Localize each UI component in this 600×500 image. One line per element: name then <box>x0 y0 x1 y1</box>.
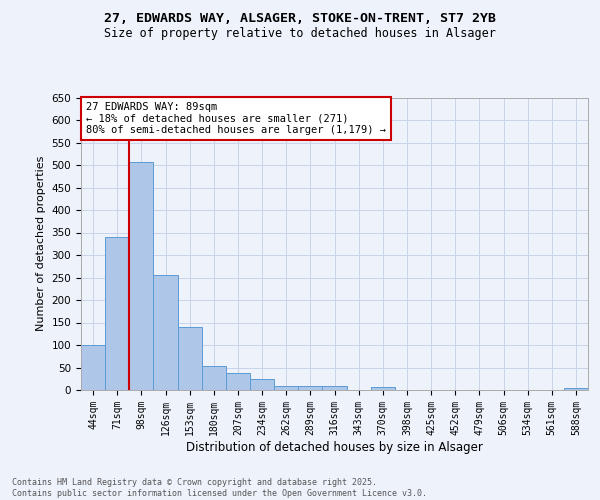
Bar <box>178 327 202 390</box>
Text: 27 EDWARDS WAY: 89sqm
← 18% of detached houses are smaller (271)
80% of semi-det: 27 EDWARDS WAY: 89sqm ← 18% of detached … <box>86 102 386 135</box>
Bar <box>298 386 322 390</box>
Text: Size of property relative to detached houses in Alsager: Size of property relative to detached ho… <box>104 28 496 40</box>
Y-axis label: Number of detached properties: Number of detached properties <box>36 156 46 332</box>
Bar <box>250 379 274 390</box>
Bar <box>105 237 129 390</box>
Bar <box>371 388 395 390</box>
Bar <box>322 386 347 390</box>
Bar <box>129 162 154 390</box>
Bar <box>202 366 226 390</box>
Bar <box>564 388 588 390</box>
Bar <box>274 386 298 390</box>
Text: Contains HM Land Registry data © Crown copyright and database right 2025.
Contai: Contains HM Land Registry data © Crown c… <box>12 478 427 498</box>
Bar <box>154 275 178 390</box>
Bar <box>226 374 250 390</box>
X-axis label: Distribution of detached houses by size in Alsager: Distribution of detached houses by size … <box>186 440 483 454</box>
Bar <box>81 345 105 390</box>
Text: 27, EDWARDS WAY, ALSAGER, STOKE-ON-TRENT, ST7 2YB: 27, EDWARDS WAY, ALSAGER, STOKE-ON-TRENT… <box>104 12 496 26</box>
